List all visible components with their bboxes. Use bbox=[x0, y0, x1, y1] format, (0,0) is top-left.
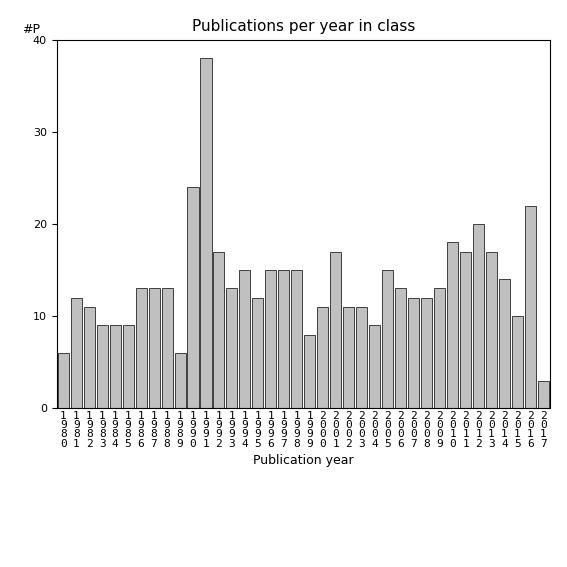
Bar bbox=[525, 205, 536, 408]
Bar bbox=[96, 325, 108, 408]
Bar bbox=[265, 270, 276, 408]
Bar bbox=[201, 58, 211, 408]
Bar bbox=[58, 353, 69, 408]
Bar bbox=[460, 252, 471, 408]
Bar bbox=[71, 298, 82, 408]
Bar bbox=[149, 289, 159, 408]
Bar bbox=[188, 187, 198, 408]
Bar bbox=[356, 307, 367, 408]
Bar bbox=[538, 380, 549, 408]
Bar bbox=[136, 289, 147, 408]
Bar bbox=[421, 298, 432, 408]
Bar bbox=[512, 316, 523, 408]
Bar bbox=[343, 307, 354, 408]
Bar bbox=[84, 307, 95, 408]
Bar bbox=[252, 298, 264, 408]
Bar bbox=[369, 325, 380, 408]
Bar bbox=[499, 279, 510, 408]
Text: #P: #P bbox=[22, 23, 40, 36]
Bar bbox=[291, 270, 302, 408]
Bar bbox=[278, 270, 289, 408]
Bar bbox=[408, 298, 419, 408]
Bar bbox=[331, 252, 341, 408]
Bar bbox=[486, 252, 497, 408]
Bar bbox=[175, 353, 185, 408]
Bar bbox=[447, 242, 458, 408]
Bar bbox=[434, 289, 445, 408]
Bar bbox=[109, 325, 121, 408]
Bar bbox=[395, 289, 406, 408]
Title: Publications per year in class: Publications per year in class bbox=[192, 19, 415, 35]
Bar bbox=[239, 270, 251, 408]
Bar bbox=[318, 307, 328, 408]
Bar bbox=[122, 325, 134, 408]
Bar bbox=[226, 289, 238, 408]
Bar bbox=[213, 252, 225, 408]
Bar bbox=[162, 289, 172, 408]
X-axis label: Publication year: Publication year bbox=[253, 454, 354, 467]
Bar bbox=[304, 335, 315, 408]
Bar bbox=[382, 270, 393, 408]
Bar bbox=[473, 224, 484, 408]
